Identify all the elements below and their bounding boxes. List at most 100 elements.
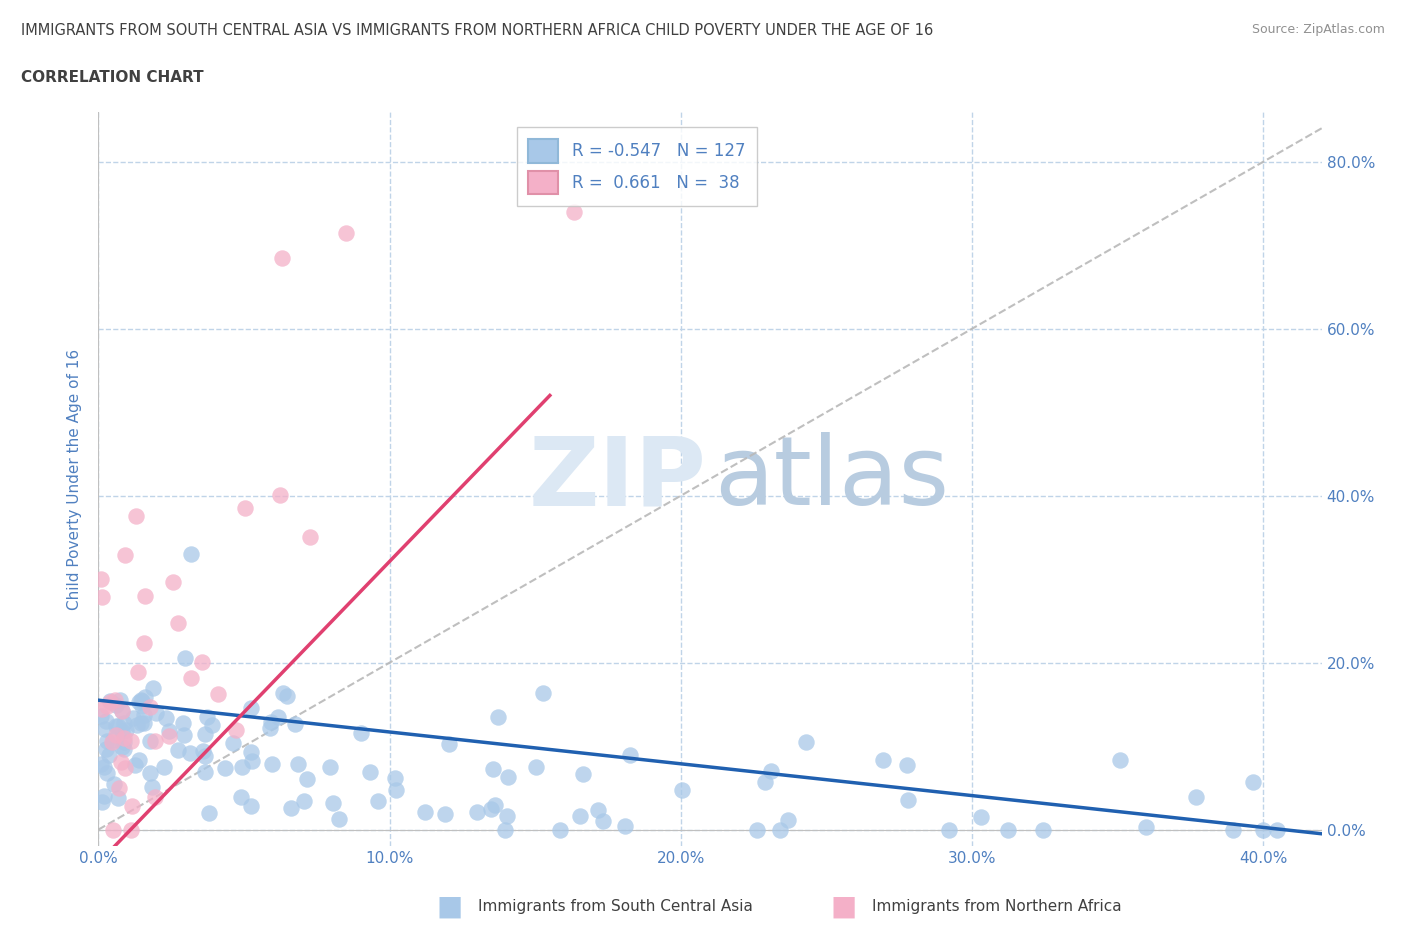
Point: [385, 782, 408, 797]
Point: [794, 735, 817, 750]
Point: [174, 651, 197, 666]
Point: [105, 719, 128, 734]
Point: [486, 710, 509, 724]
Point: [127, 664, 149, 679]
Point: [1108, 753, 1130, 768]
Point: [157, 724, 180, 738]
Point: [91, 794, 114, 809]
Point: [100, 694, 122, 709]
Point: [112, 735, 135, 750]
Point: [112, 741, 135, 756]
Point: [167, 616, 190, 631]
Point: [142, 681, 165, 696]
Point: [139, 765, 162, 780]
Point: [284, 716, 307, 731]
Point: [260, 715, 283, 730]
Point: [90, 709, 112, 724]
Point: [120, 734, 142, 749]
Point: [1032, 822, 1054, 837]
Point: [96, 714, 118, 729]
Point: [90, 590, 112, 604]
Point: [111, 740, 134, 755]
Point: [129, 715, 152, 730]
Point: [384, 771, 406, 786]
Point: [292, 793, 315, 808]
Point: [104, 727, 127, 742]
Point: [619, 748, 641, 763]
Point: [322, 795, 344, 810]
Point: [1185, 790, 1208, 804]
Point: [159, 728, 181, 743]
Point: [112, 731, 135, 746]
Point: [1267, 822, 1289, 837]
Text: ■: ■: [831, 893, 856, 921]
Point: [101, 733, 124, 748]
Point: [111, 703, 134, 718]
Point: [495, 808, 517, 823]
Point: [222, 736, 245, 751]
Point: [145, 706, 167, 721]
Point: [270, 250, 294, 265]
Y-axis label: Child Poverty Under the Age of 16: Child Poverty Under the Age of 16: [67, 349, 83, 609]
Point: [548, 822, 571, 837]
Point: [100, 735, 122, 750]
Point: [96, 699, 118, 714]
Text: Immigrants from South Central Asia: Immigrants from South Central Asia: [478, 899, 754, 914]
Point: [276, 689, 298, 704]
Point: [413, 804, 436, 819]
Point: [122, 711, 145, 725]
Point: [437, 737, 460, 751]
Point: [132, 635, 155, 650]
Point: [298, 530, 321, 545]
Point: [93, 789, 115, 804]
Point: [193, 749, 215, 764]
Point: [776, 813, 799, 828]
Point: [328, 812, 350, 827]
Point: [180, 547, 202, 562]
Point: [240, 753, 263, 768]
Point: [194, 726, 217, 741]
Point: [231, 790, 253, 804]
Point: [134, 715, 156, 730]
Point: [359, 764, 381, 779]
Point: [335, 225, 357, 240]
Point: [195, 710, 218, 724]
Point: [104, 698, 127, 712]
Point: [496, 769, 519, 784]
Legend: R = -0.547   N = 127, R =  0.661   N =  38: R = -0.547 N = 127, R = 0.661 N = 38: [516, 127, 756, 206]
Point: [191, 655, 214, 670]
Point: [319, 759, 342, 774]
Point: [128, 752, 150, 767]
Point: [143, 733, 166, 748]
Point: [747, 822, 769, 837]
Point: [938, 822, 960, 837]
Point: [129, 693, 152, 708]
Point: [139, 734, 162, 749]
Point: [592, 813, 614, 828]
Point: [225, 723, 247, 737]
Point: [768, 822, 790, 837]
Point: [896, 758, 918, 773]
Point: [90, 571, 112, 586]
Point: [155, 711, 177, 725]
Point: [90, 757, 112, 772]
Point: [128, 695, 150, 710]
Point: [970, 809, 993, 824]
Point: [114, 761, 136, 776]
Point: [120, 822, 142, 837]
Text: ZIP: ZIP: [529, 432, 706, 525]
Point: [194, 764, 217, 779]
Text: atlas: atlas: [714, 432, 949, 525]
Point: [108, 781, 131, 796]
Point: [131, 694, 153, 709]
Point: [367, 793, 389, 808]
Point: [671, 782, 693, 797]
Point: [125, 717, 148, 732]
Point: [1135, 819, 1157, 834]
Point: [259, 721, 281, 736]
Point: [239, 745, 262, 760]
Point: [494, 822, 516, 837]
Point: [1222, 822, 1244, 837]
Point: [872, 752, 894, 767]
Point: [104, 693, 127, 708]
